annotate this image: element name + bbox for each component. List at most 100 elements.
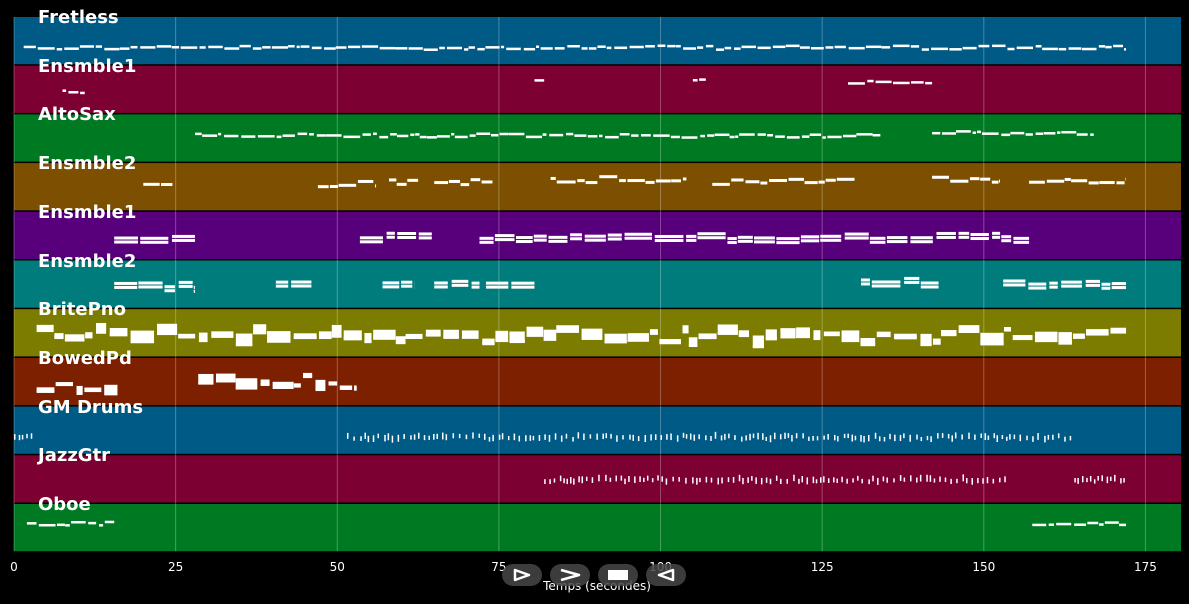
note [808,436,810,441]
note [842,134,857,138]
note [515,240,533,244]
stop-button[interactable] [598,564,638,586]
note [654,434,657,440]
note [1097,476,1099,481]
note [796,335,810,339]
note [910,240,933,244]
note [1110,330,1127,334]
note [506,47,521,51]
note [260,382,270,386]
note [257,135,275,138]
note [1125,177,1127,181]
note [267,331,291,343]
note [605,433,608,439]
note [1068,47,1082,50]
note [920,285,939,289]
note [903,433,905,439]
note [1034,331,1058,343]
note [834,45,846,49]
note [407,178,419,182]
note [698,434,700,440]
note [685,477,687,484]
note [542,133,547,136]
note [468,46,475,49]
note [99,524,104,527]
note [970,237,989,241]
note [823,435,825,440]
note [670,135,680,139]
note [413,434,416,440]
note [518,435,521,442]
note [397,134,409,138]
note [657,44,666,48]
note [728,433,730,439]
note [872,133,881,137]
play-button[interactable] [502,564,542,586]
note [495,339,509,343]
note [511,281,535,285]
note [910,236,933,240]
note [731,178,744,182]
note [886,240,908,244]
note [615,475,617,482]
note [410,435,412,440]
note [670,433,672,441]
note [598,474,600,482]
note [275,280,289,284]
note [300,45,310,48]
note [765,477,768,483]
rewind-button[interactable] [646,564,686,586]
note [894,434,896,442]
note [649,329,658,334]
note [932,131,941,135]
note [947,433,950,439]
note [62,89,67,92]
note [253,331,267,335]
note [526,326,544,337]
note [114,281,138,285]
note [812,435,814,441]
note [65,524,70,527]
note [1009,434,1011,440]
note [395,47,408,50]
note [667,44,676,48]
note [655,179,671,183]
note [482,338,495,345]
note [482,342,495,346]
note [338,183,357,187]
note [433,433,435,440]
note [823,476,825,483]
note [525,435,527,442]
note [581,476,584,484]
note [944,477,947,483]
note [1032,436,1034,442]
note [439,46,445,50]
note [904,276,920,280]
note [573,478,575,485]
note [589,434,592,439]
note [224,47,240,50]
note [1049,285,1058,289]
play-outline-icon [513,568,531,582]
note [1006,436,1008,441]
note [971,478,973,485]
note [848,46,865,50]
forward-button[interactable] [550,564,590,586]
note [609,477,612,482]
note [705,435,707,441]
note [951,435,953,442]
note [140,236,169,240]
note [752,345,764,349]
note [483,433,486,440]
note [689,433,692,440]
note [178,333,196,339]
note [23,45,36,49]
note [71,520,86,524]
note [820,234,842,238]
track-label: Fretless [38,7,119,28]
note [920,343,932,347]
note [977,477,979,484]
note [138,285,163,289]
note [786,136,800,139]
note [1074,478,1076,483]
